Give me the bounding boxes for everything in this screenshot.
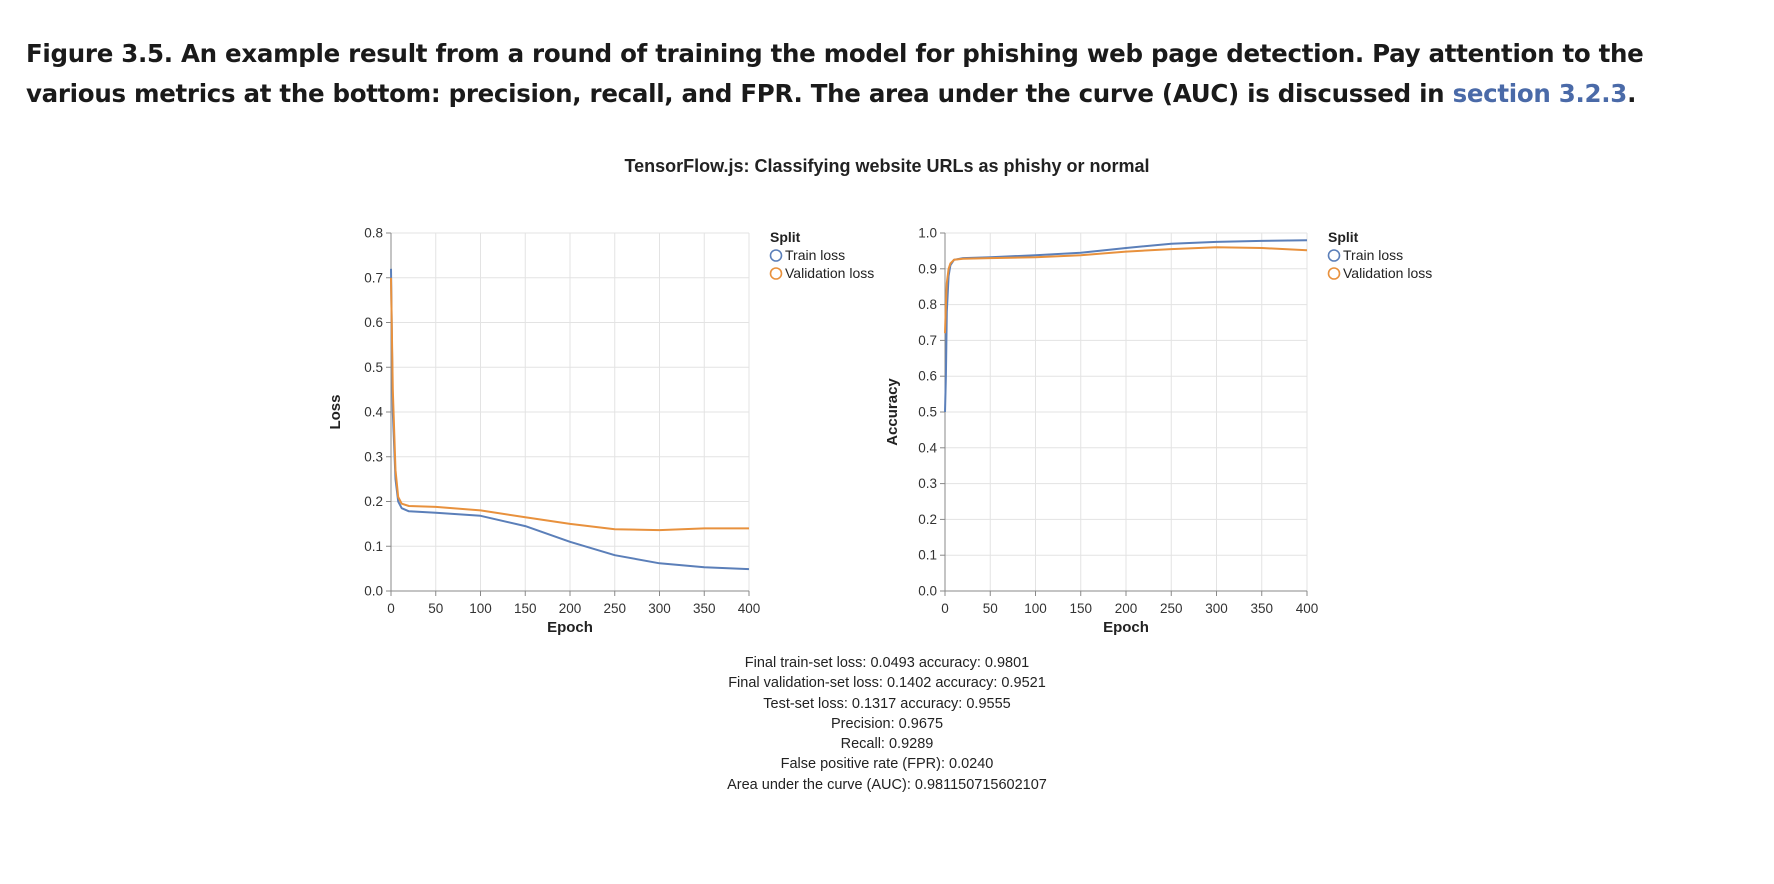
accuracy-x-tick-label: 300 bbox=[1205, 601, 1228, 616]
loss-x-tick-label: 200 bbox=[559, 601, 582, 616]
accuracy-legend-symbol-train bbox=[1327, 249, 1341, 262]
accuracy-legend: Split Train loss Validation loss bbox=[1327, 229, 1432, 281]
loss-x-tick-label: 350 bbox=[693, 601, 716, 616]
accuracy-series-validation-line bbox=[944, 246, 1308, 334]
loss-chart: 0.0 0.1 0.2 0.3 0.4 0.5 0.6 0.7 0.8 0 50 100 150 200 2… bbox=[327, 226, 874, 637]
metric-auc: Area under the curve (AUC): 0.9811507156… bbox=[727, 776, 1047, 793]
loss-legend-title: Split bbox=[770, 229, 801, 245]
loss-legend-symbol-validation bbox=[769, 267, 783, 280]
loss-y-tick-label: 0.4 bbox=[364, 405, 383, 420]
accuracy-y-tick-label: 1.0 bbox=[918, 226, 937, 241]
accuracy-x-axis-title: Epoch bbox=[1103, 619, 1149, 636]
accuracy-y-tick-label: 0.9 bbox=[918, 261, 937, 276]
caption-text: Figure 3.5. An example result from a rou… bbox=[26, 39, 1644, 108]
metric-final-train: Final train-set loss: 0.0493 accuracy: 0… bbox=[744, 655, 1030, 671]
loss-x-tick-label: 100 bbox=[469, 601, 492, 616]
loss-y-tick-label: 0.8 bbox=[364, 226, 383, 241]
accuracy-y-tick-label: 0.8 bbox=[918, 297, 937, 312]
accuracy-legend-label-train: Train loss bbox=[1343, 247, 1403, 263]
loss-x-axis-title: Epoch bbox=[547, 619, 593, 636]
accuracy-y-tick-label: 0.5 bbox=[918, 405, 937, 420]
accuracy-y-tick-label: 0.4 bbox=[918, 440, 937, 455]
accuracy-y-tick-label: 0.1 bbox=[918, 548, 937, 563]
accuracy-y-tick-label: 0.6 bbox=[918, 369, 937, 384]
metric-recall: Recall: 0.9289 bbox=[840, 736, 934, 753]
loss-y-tick-label: 0.6 bbox=[364, 315, 383, 330]
accuracy-y-tick-label: 0.0 bbox=[918, 584, 937, 599]
accuracy-x-tick-label: 200 bbox=[1115, 601, 1138, 616]
loss-y-tick-label: 0.0 bbox=[364, 584, 383, 599]
loss-y-tick-label: 0.7 bbox=[364, 270, 383, 285]
loss-y-tick-label: 0.1 bbox=[364, 539, 383, 554]
accuracy-y-tick-label: 0.3 bbox=[918, 476, 937, 491]
caption-period: . bbox=[1627, 79, 1637, 108]
loss-y-tick-label: 0.3 bbox=[364, 449, 383, 464]
metrics-block: Final train-set loss: 0.0493 accuracy: 0… bbox=[0, 653, 1774, 795]
loss-x-tick-label: 250 bbox=[603, 601, 626, 616]
accuracy-x-tick-label: 50 bbox=[983, 601, 998, 616]
accuracy-x-tick-label: 350 bbox=[1250, 601, 1273, 616]
accuracy-y-tick-label: 0.7 bbox=[918, 333, 937, 348]
loss-y-tick-label: 0.2 bbox=[364, 494, 383, 509]
loss-x-tick-label: 400 bbox=[738, 601, 761, 616]
loss-y-tick-label: 0.5 bbox=[364, 360, 383, 375]
loss-y-axis-title: Loss bbox=[327, 394, 344, 429]
accuracy-y-tick-label: 0.2 bbox=[918, 512, 937, 527]
accuracy-x-tick-label: 400 bbox=[1296, 601, 1319, 616]
loss-legend-symbol-train bbox=[769, 249, 783, 262]
loss-x-tick-label: 150 bbox=[514, 601, 537, 616]
metric-final-validation: Final validation-set loss: 0.1402 accura… bbox=[728, 675, 1046, 692]
loss-series-validation-line bbox=[390, 277, 749, 532]
loss-x-tick-label: 300 bbox=[648, 601, 671, 616]
loss-x-tick-label: 0 bbox=[387, 601, 395, 616]
accuracy-y-axis-title: Accuracy bbox=[884, 378, 901, 446]
accuracy-x-tick-label: 250 bbox=[1160, 601, 1183, 616]
accuracy-legend-symbol-validation bbox=[1327, 267, 1341, 280]
section-link[interactable]: section 3.2.3 bbox=[1452, 79, 1628, 108]
metric-precision: Precision: 0.9675 bbox=[830, 715, 944, 732]
loss-legend-label-validation: Validation loss bbox=[785, 265, 874, 281]
loss-legend-label-train: Train loss bbox=[785, 247, 845, 263]
metric-fpr: False positive rate (FPR): 0.0240 bbox=[780, 756, 994, 773]
chart-suptitle: TensorFlow.js: Classifying website URLs … bbox=[624, 156, 1150, 176]
accuracy-chart: 0.0 0.1 0.2 0.3 0.4 0.5 0.6 0.7 0.8 0.9 1.0 0 50 100 1… bbox=[884, 226, 1432, 637]
figure-caption: Figure 3.5. An example result from a rou… bbox=[26, 34, 1746, 114]
metric-test-set: Test-set loss: 0.1317 accuracy: 0.9555 bbox=[763, 695, 1011, 712]
accuracy-x-tick-label: 100 bbox=[1024, 601, 1047, 616]
accuracy-x-tick-label: 0 bbox=[941, 601, 949, 616]
accuracy-legend-label-validation: Validation loss bbox=[1343, 265, 1432, 281]
accuracy-legend-title: Split bbox=[1328, 229, 1359, 245]
loss-x-tick-label: 50 bbox=[428, 601, 443, 616]
accuracy-x-tick-label: 150 bbox=[1069, 601, 1092, 616]
loss-legend: Split Train loss Validation loss bbox=[769, 229, 874, 281]
